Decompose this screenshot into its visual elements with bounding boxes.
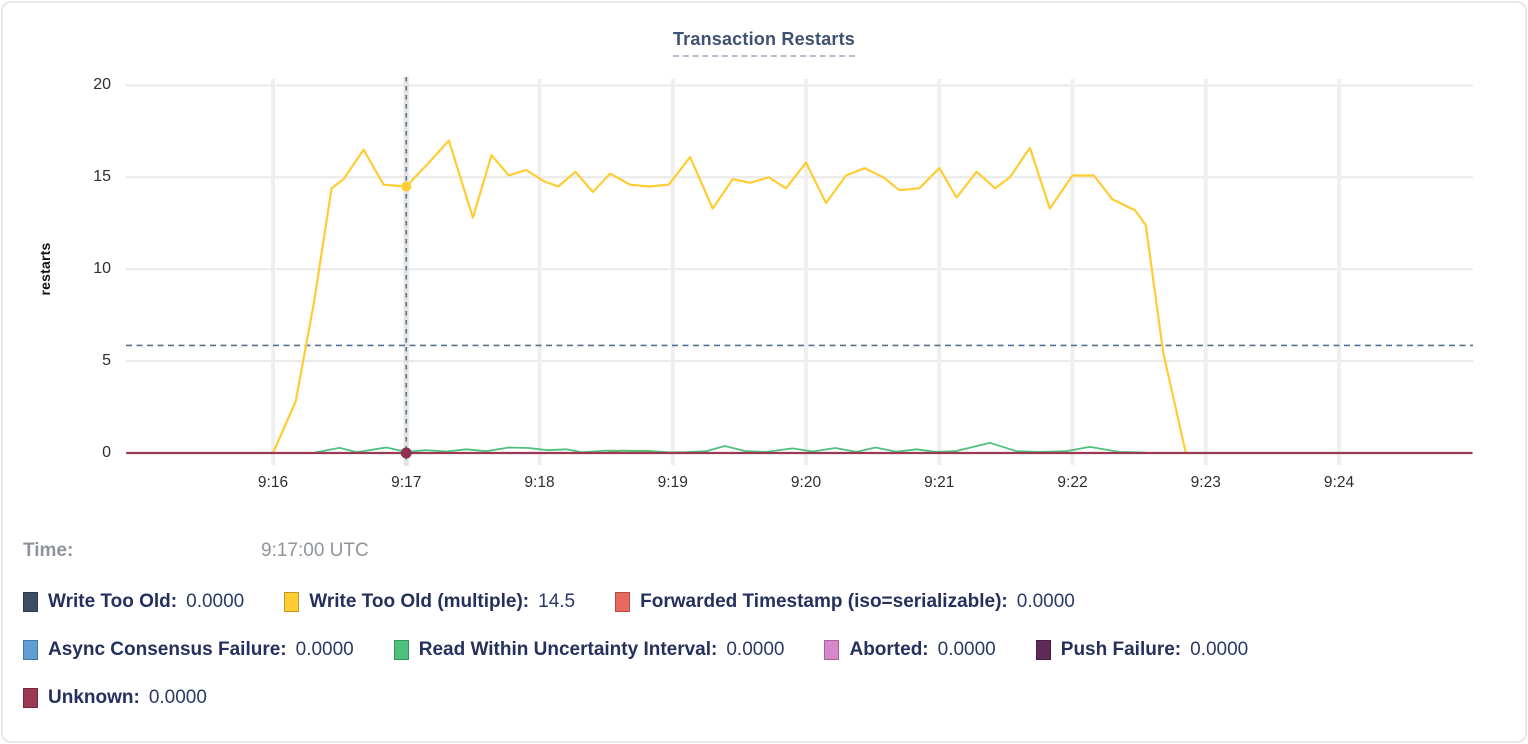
chart-title: Transaction Restarts [672,29,856,57]
hover-time-value: 9:17:00 UTC [261,540,369,561]
legend-series-name: Unknown: [48,687,140,708]
legend-series-value: 0.0000 [148,687,207,708]
x-tick-label: 9:21 [924,474,955,491]
chart-legend: Write Too Old: 0.0000 Write Too Old (multi… [23,591,1501,735]
legend-item-push-failure: Push Failure: 0.0000 [1035,639,1249,661]
legend-item-write-too-old-multiple: Write Too Old (multiple): 14.5 [284,591,575,613]
series-line-read-within-uncertainty-interval [315,441,1146,454]
legend-series-name: Write Too Old: [48,591,178,612]
legend-row: Write Too Old: 0.0000 Write Too Old (multi… [23,591,1501,613]
y-tick-label: 20 [93,76,111,94]
x-tick-label: 9:23 [1190,474,1221,491]
x-tick-label: 9:24 [1323,474,1355,491]
hover-dot-write-too-old-multiple [401,181,412,192]
legend-series-name: Push Failure: [1060,639,1182,660]
legend-series-name: Aborted: [849,639,929,660]
legend-swatch [393,640,409,660]
legend-row: Unknown: 0.0000 [23,687,1501,709]
legend-series-name: Write Too Old (multiple): [309,591,530,612]
y-axis-label: restarts [37,242,53,296]
legend-series-value: 0.0000 [1016,591,1075,612]
x-tick-label: 9:17 [391,474,422,491]
chart-svg [126,77,1473,466]
chart-plot-area[interactable]: 0 5 10 15 20 9:16 9:17 9:18 9:19 9:20 9:21 9:22 9:2… [3,3,1528,533]
x-tick-label: 9:16 [257,474,289,491]
x-tick-label: 9:22 [1057,474,1088,491]
legend-series-value: 0.0000 [186,591,245,612]
legend-series-value: 0.0000 [295,639,354,660]
legend-swatch [23,640,38,660]
y-tick-label: 15 [93,168,111,186]
hover-time-label: Time: [23,540,74,561]
legend-row: Async Consensus Failure: 0.0000 Read Withi… [23,639,1501,661]
x-tick-label: 9:20 [790,474,822,491]
legend-item-read-within-uncertainty-interval: Read Within Uncertainty Interval: 0.0000 [393,639,785,661]
legend-series-value: 14.5 [538,591,576,612]
legend-swatch [615,592,631,612]
chart-title-row: Transaction Restarts [3,29,1525,57]
y-tick-label: 10 [93,260,111,278]
y-tick-label: 0 [102,444,111,461]
legend-swatch [284,592,300,612]
legend-item-aborted: Aborted: 0.0000 [824,639,996,661]
legend-series-value: 0.0000 [937,639,996,660]
x-tick-label: 9:18 [524,474,555,491]
legend-swatch [824,640,840,660]
y-tick-label: 5 [102,352,111,370]
legend-series-value: 0.0000 [726,639,785,660]
legend-swatch [23,592,38,612]
series-line-write-too-old-multiple [271,139,1187,454]
legend-series-name: Forwarded Timestamp (iso=serializable): [640,591,1008,612]
legend-item-async-consensus-failure: Async Consensus Failure: 0.0000 [23,639,354,661]
legend-series-name: Read Within Uncertainty Interval: [418,639,718,660]
legend-series-name: Async Consensus Failure: [48,639,287,660]
legend-item-unknown: Unknown: 0.0000 [23,687,207,709]
legend-swatch [23,688,38,708]
legend-item-write-too-old: Write Too Old: 0.0000 [23,591,244,613]
hover-time-row: Time: 9:17:00 UTC [23,540,1495,564]
legend-swatch [1035,640,1051,660]
x-tick-label: 9:19 [657,474,688,491]
legend-series-value: 0.0000 [1190,639,1249,660]
hover-dot-unknown [400,447,412,459]
legend-item-forwarded-timestamp-iso-serializable: Forwarded Timestamp (iso=serializable): 0… [615,591,1075,613]
